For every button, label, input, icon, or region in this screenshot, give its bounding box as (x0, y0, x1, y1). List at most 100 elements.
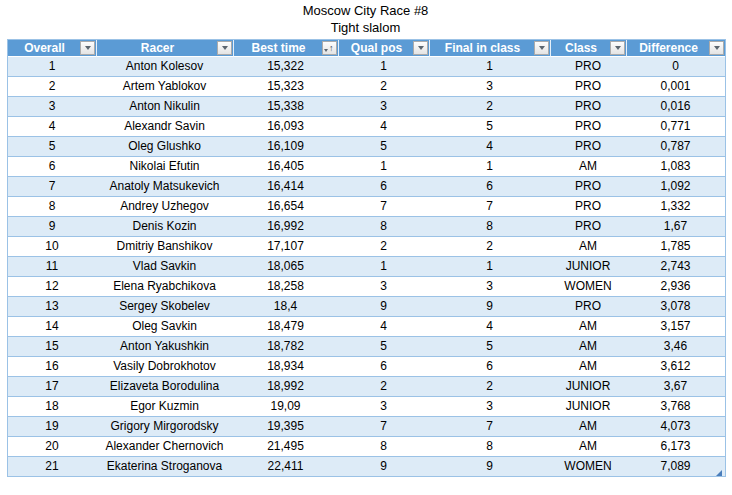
cell-qual-pos[interactable]: 6 (338, 177, 429, 197)
cell-qual-pos[interactable]: 8 (338, 217, 429, 237)
cell-overall[interactable]: 18 (8, 397, 96, 417)
cell-overall[interactable]: 1 (8, 57, 96, 77)
cell-racer[interactable]: Oleg Glushko (96, 137, 233, 157)
cell-class[interactable]: PRO (550, 57, 626, 77)
cell-qual-pos[interactable]: 2 (338, 377, 429, 397)
cell-final-in-class[interactable]: 2 (429, 377, 550, 397)
cell-overall[interactable]: 21 (8, 457, 96, 476)
cell-difference[interactable]: 1,785 (626, 237, 725, 257)
cell-racer[interactable]: Artem Yablokov (96, 77, 233, 97)
cell-qual-pos[interactable]: 3 (338, 277, 429, 297)
cell-overall[interactable]: 17 (8, 377, 96, 397)
cell-racer[interactable]: Elena Ryabchikova (96, 277, 233, 297)
cell-racer[interactable]: Anton Yakushkin (96, 337, 233, 357)
cell-best-time[interactable]: 18,782 (233, 337, 338, 357)
cell-best-time[interactable]: 15,322 (233, 57, 338, 77)
cell-class[interactable]: AM (550, 357, 626, 377)
cell-qual-pos[interactable]: 2 (338, 237, 429, 257)
cell-overall[interactable]: 14 (8, 317, 96, 337)
cell-difference[interactable]: 7,089 (626, 457, 725, 476)
cell-racer[interactable]: Alexander Chernovich (96, 437, 233, 457)
cell-final-in-class[interactable]: 2 (429, 97, 550, 117)
cell-racer[interactable]: Vasily Dobrokhotov (96, 357, 233, 377)
cell-racer[interactable]: Denis Kozin (96, 217, 233, 237)
cell-qual-pos[interactable]: 3 (338, 97, 429, 117)
cell-class[interactable]: PRO (550, 117, 626, 137)
cell-class[interactable]: PRO (550, 77, 626, 97)
cell-racer[interactable]: Alexandr Savin (96, 117, 233, 137)
cell-best-time[interactable]: 16,654 (233, 197, 338, 217)
cell-best-time[interactable]: 18,065 (233, 257, 338, 277)
cell-difference[interactable]: 1,092 (626, 177, 725, 197)
cell-final-in-class[interactable]: 7 (429, 197, 550, 217)
cell-final-in-class[interactable]: 7 (429, 417, 550, 437)
cell-best-time[interactable]: 18,4 (233, 297, 338, 317)
cell-overall[interactable]: 20 (8, 437, 96, 457)
filter-button-final-in-class[interactable] (534, 41, 549, 55)
cell-best-time[interactable]: 16,109 (233, 137, 338, 157)
cell-final-in-class[interactable]: 5 (429, 117, 550, 137)
cell-difference[interactable]: 6,173 (626, 437, 725, 457)
cell-qual-pos[interactable]: 2 (338, 77, 429, 97)
cell-class[interactable]: PRO (550, 217, 626, 237)
cell-difference[interactable]: 4,073 (626, 417, 725, 437)
cell-final-in-class[interactable]: 9 (429, 297, 550, 317)
cell-racer[interactable]: Egor Kuzmin (96, 397, 233, 417)
cell-racer[interactable]: Anton Kolesov (96, 57, 233, 77)
cell-qual-pos[interactable]: 5 (338, 337, 429, 357)
cell-qual-pos[interactable]: 1 (338, 157, 429, 177)
cell-difference[interactable]: 3,078 (626, 297, 725, 317)
filter-button-overall[interactable] (80, 41, 95, 55)
cell-racer[interactable]: Ekaterina Stroganova (96, 457, 233, 476)
cell-qual-pos[interactable]: 9 (338, 457, 429, 476)
cell-best-time[interactable]: 18,934 (233, 357, 338, 377)
cell-best-time[interactable]: 15,323 (233, 77, 338, 97)
cell-difference[interactable]: 1,332 (626, 197, 725, 217)
cell-class[interactable]: WOMEN (550, 457, 626, 476)
cell-overall[interactable]: 6 (8, 157, 96, 177)
cell-racer[interactable]: Elizaveta Borodulina (96, 377, 233, 397)
cell-class[interactable]: PRO (550, 97, 626, 117)
cell-difference[interactable]: 3,157 (626, 317, 725, 337)
cell-difference[interactable]: 2,936 (626, 277, 725, 297)
cell-qual-pos[interactable]: 1 (338, 57, 429, 77)
cell-racer[interactable]: Dmitriy Banshikov (96, 237, 233, 257)
cell-best-time[interactable]: 21,495 (233, 437, 338, 457)
cell-final-in-class[interactable]: 3 (429, 277, 550, 297)
cell-final-in-class[interactable]: 8 (429, 217, 550, 237)
cell-class[interactable]: AM (550, 417, 626, 437)
filter-button-racer[interactable] (217, 41, 232, 55)
cell-final-in-class[interactable]: 1 (429, 57, 550, 77)
cell-final-in-class[interactable]: 4 (429, 137, 550, 157)
cell-best-time[interactable]: 18,992 (233, 377, 338, 397)
cell-best-time[interactable]: 18,258 (233, 277, 338, 297)
cell-final-in-class[interactable]: 6 (429, 177, 550, 197)
cell-final-in-class[interactable]: 4 (429, 317, 550, 337)
cell-class[interactable]: WOMEN (550, 277, 626, 297)
cell-best-time[interactable]: 15,338 (233, 97, 338, 117)
cell-final-in-class[interactable]: 8 (429, 437, 550, 457)
cell-class[interactable]: PRO (550, 137, 626, 157)
table-resize-handle[interactable] (716, 470, 722, 476)
cell-class[interactable]: AM (550, 317, 626, 337)
cell-best-time[interactable]: 22,411 (233, 457, 338, 476)
cell-racer[interactable]: Sergey Skobelev (96, 297, 233, 317)
cell-class[interactable]: AM (550, 237, 626, 257)
cell-class[interactable]: PRO (550, 297, 626, 317)
cell-final-in-class[interactable]: 2 (429, 237, 550, 257)
cell-qual-pos[interactable]: 7 (338, 417, 429, 437)
cell-difference[interactable]: 0,787 (626, 137, 725, 157)
cell-overall[interactable]: 7 (8, 177, 96, 197)
cell-difference[interactable]: 1,67 (626, 217, 725, 237)
cell-best-time[interactable]: 17,107 (233, 237, 338, 257)
cell-class[interactable]: AM (550, 157, 626, 177)
cell-qual-pos[interactable]: 5 (338, 137, 429, 157)
cell-qual-pos[interactable]: 9 (338, 297, 429, 317)
cell-difference[interactable]: 3,768 (626, 397, 725, 417)
cell-qual-pos[interactable]: 8 (338, 437, 429, 457)
cell-overall[interactable]: 3 (8, 97, 96, 117)
cell-overall[interactable]: 2 (8, 77, 96, 97)
cell-class[interactable]: JUNIOR (550, 377, 626, 397)
cell-overall[interactable]: 13 (8, 297, 96, 317)
cell-overall[interactable]: 15 (8, 337, 96, 357)
